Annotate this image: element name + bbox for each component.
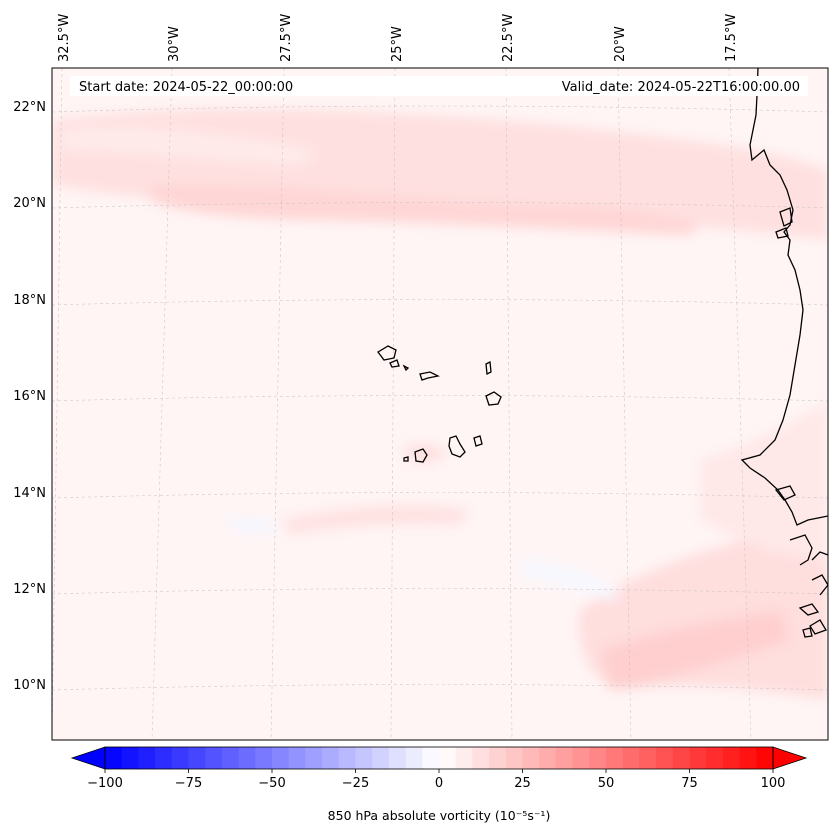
lon-label: 30°W [167,26,182,62]
colorbar-segment [422,747,440,769]
island-sal [485,360,492,376]
colorbar-segment [338,747,357,769]
cape-verde-islands [377,345,502,463]
colorbar-segment [505,747,524,769]
colorbar-segment [272,747,290,769]
colorbar-segment [689,747,707,769]
colorbar-segment [455,747,473,769]
island-fogo [414,448,428,463]
colorbar-segment [672,747,691,769]
lon-label: 22.5°W [501,14,516,62]
colorbar-segment [539,747,557,769]
colorbar-ticks: −100 −75 −50 −25 0 25 50 75 100 [87,769,785,791]
colorbar-tick-label: 100 [761,776,786,791]
colorbar-tick-label: 50 [598,776,615,791]
island-santiago [448,435,466,458]
colorbar-segment [288,747,306,769]
lat-label: 20°N [13,196,46,211]
colorbar-segments [105,747,774,769]
colorbar-segment [606,747,624,769]
colorbar-segment [305,747,323,769]
colorbar-segment [105,747,123,769]
colorbar-segment [555,747,574,769]
vorticity-contours [52,108,828,700]
colorbar-segment [572,747,590,769]
colorbar-segment [589,747,607,769]
colorbar-segment [489,747,507,769]
lat-label: 22°N [13,100,46,115]
lon-label: 20°W [613,26,628,62]
valid-date-label: Valid_date: 2024-05-22T16:00:00.00 [562,80,800,95]
colorbar-segment [656,747,674,769]
island-sao-vicente [389,359,400,368]
map-frame [51,67,829,741]
colorbar-segment [372,747,390,769]
colorbar-segment [355,747,373,769]
colorbar-segment [739,747,757,769]
lat-label: 14°N [13,486,46,501]
colorbar-tick-label: 0 [435,776,443,791]
longitude-labels: 32.5°W 30°W 27.5°W 25°W 22.5°W 20°W 17.5… [57,14,739,62]
colorbar-segment [155,747,173,769]
lon-label: 25°W [390,26,405,62]
colorbar-segment [622,747,640,769]
colorbar-segment [121,747,139,769]
colorbar-segment [255,747,273,769]
island-maio [473,435,483,447]
colorbar-extend-max [772,746,808,770]
island-santo-antao [377,345,397,361]
colorbar-tick-label: 25 [514,776,531,791]
colorbar-tick-label: −50 [258,776,285,791]
lat-label: 10°N [13,678,46,693]
colorbar-segment [472,747,490,769]
colorbar-tick-label: −100 [87,776,123,791]
colorbar-segment [322,747,340,769]
colorbar-segment [238,747,256,769]
colorbar: −100 −75 −50 −25 0 25 50 75 100 850 hPa absolute… [70,746,808,823]
colorbar-segment [439,747,457,769]
lon-label: 27.5°W [279,14,294,62]
colorbar-segment [205,747,223,769]
colorbar-tick-label: 75 [681,776,698,791]
island-boa-vista [485,391,502,406]
colorbar-segment [188,747,206,769]
map-plot-area: Start date: 2024-05-22_00:00:00 Valid_da… [52,68,828,740]
lon-label: 32.5°W [57,14,72,62]
colorbar-segment [405,747,423,769]
colorbar-segment [706,747,724,769]
start-date-label: Start date: 2024-05-22_00:00:00 [79,80,293,95]
island-brava [403,456,409,462]
colorbar-segment [221,747,240,769]
colorbar-segment [756,747,774,769]
colorbar-segment [171,747,190,769]
west-africa-coastline [740,68,828,526]
colorbar-segment [522,747,540,769]
header-bar [70,76,808,96]
latitude-labels: 22°N 20°N 18°N 16°N 14°N 12°N 10°N [13,100,46,693]
island-santa-luzia [402,364,410,372]
colorbar-segment [639,747,657,769]
lat-label: 18°N [13,293,46,308]
colorbar-segment [138,747,156,769]
colorbar-tick-label: −75 [175,776,202,791]
coastline [740,68,828,638]
colorbar-segment [388,747,407,769]
lat-label: 12°N [13,582,46,597]
colorbar-extend-min [70,746,106,770]
lon-label: 17.5°W [724,14,739,62]
colorbar-label: 850 hPa absolute vorticity (10⁻⁵s⁻¹) [328,808,551,823]
island-sao-nicolau [419,371,440,381]
map-gridlines [52,68,828,740]
colorbar-tick-label: −25 [342,776,369,791]
lat-label: 16°N [13,389,46,404]
colorbar-segment [722,747,741,769]
